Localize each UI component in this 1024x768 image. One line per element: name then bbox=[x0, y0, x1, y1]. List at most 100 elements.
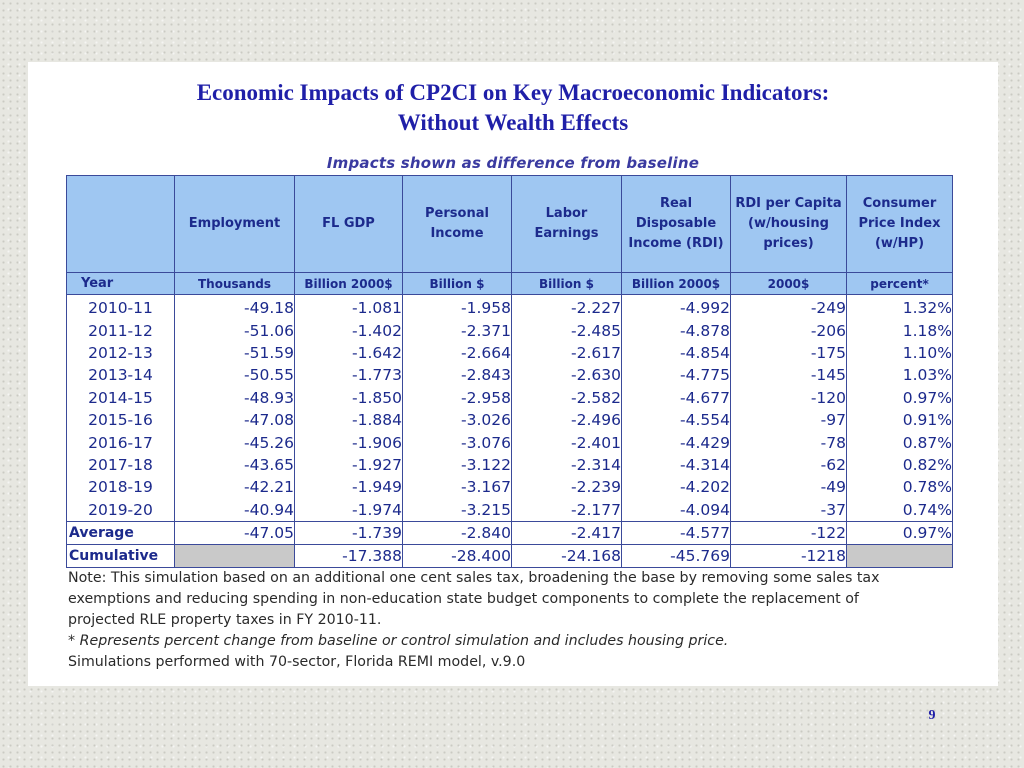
column-unit: Billion $ bbox=[402, 272, 512, 295]
value-cell: -2.582 bbox=[511, 386, 622, 409]
value-cell: -40.94 bbox=[174, 498, 295, 522]
value-cell: -4.202 bbox=[621, 476, 731, 499]
year-cell: 2018-19 bbox=[66, 476, 175, 499]
blank-cell bbox=[846, 543, 953, 568]
value-cell: -2.617 bbox=[511, 341, 622, 365]
value-cell: 0.87% bbox=[846, 431, 953, 454]
slide-panel: Economic Impacts of CP2CI on Key Macroec… bbox=[28, 62, 998, 686]
value-cell: -4.554 bbox=[621, 408, 731, 432]
value-cell: -24.168 bbox=[511, 543, 622, 568]
value-cell: 0.82% bbox=[846, 453, 953, 477]
blank-cell bbox=[174, 543, 295, 568]
value-cell: -3.076 bbox=[402, 431, 512, 454]
year-cell: 2016-17 bbox=[66, 431, 175, 454]
value-cell: -4.854 bbox=[621, 341, 731, 365]
table-row: 2010-11 -49.18 -1.081 -1.958 -2.227 -4.992 -24… bbox=[66, 294, 953, 320]
value-cell: -2.177 bbox=[511, 498, 622, 522]
slide-title: Economic Impacts of CP2CI on Key Macroec… bbox=[28, 78, 998, 138]
value-cell: -97 bbox=[730, 408, 847, 432]
value-cell: -1.850 bbox=[294, 386, 403, 409]
row-label: Cumulative bbox=[66, 543, 175, 568]
column-header: Personal Income bbox=[402, 175, 512, 273]
value-cell: -37 bbox=[730, 498, 847, 522]
column-header bbox=[66, 175, 175, 273]
value-cell: -2.417 bbox=[511, 520, 622, 545]
value-cell: 0.97% bbox=[846, 520, 953, 545]
year-cell: 2010-11 bbox=[66, 294, 175, 320]
value-cell: -42.21 bbox=[174, 476, 295, 499]
value-cell: 0.74% bbox=[846, 498, 953, 522]
column-unit: Billion 2000$ bbox=[294, 272, 403, 295]
note-line-3: projected RLE property taxes in FY 2010-… bbox=[68, 612, 382, 628]
value-cell: -1.773 bbox=[294, 364, 403, 387]
value-cell: -50.55 bbox=[174, 364, 295, 387]
table-row: 2016-17 -45.26 -1.906 -3.076 -2.401 -4.429 -78… bbox=[66, 431, 953, 454]
column-unit: percent* bbox=[846, 272, 953, 295]
notes-block: Note: This simulation based on an additi… bbox=[68, 568, 968, 673]
value-cell: -4.094 bbox=[621, 498, 731, 522]
impact-table: Employment FL GDP Personal Income Labor Ear… bbox=[66, 175, 953, 568]
value-cell: -1218 bbox=[730, 543, 847, 568]
row-label: Average bbox=[66, 520, 175, 545]
value-cell: -45.769 bbox=[621, 543, 731, 568]
header-row: Employment FL GDP Personal Income Labor Ear… bbox=[66, 175, 953, 273]
value-cell: -2.314 bbox=[511, 453, 622, 477]
value-cell: -17.388 bbox=[294, 543, 403, 568]
note-line-5: Simulations performed with 70-sector, Fl… bbox=[68, 654, 526, 670]
value-cell: -1.958 bbox=[402, 294, 512, 320]
column-unit: 2000$ bbox=[730, 272, 847, 295]
year-cell: 2019-20 bbox=[66, 498, 175, 522]
year-cell: 2014-15 bbox=[66, 386, 175, 409]
table-caption: Impacts shown as difference from baselin… bbox=[326, 154, 700, 172]
value-cell: -4.314 bbox=[621, 453, 731, 477]
value-cell: -62 bbox=[730, 453, 847, 477]
value-cell: -1.974 bbox=[294, 498, 403, 522]
value-cell: -2.485 bbox=[511, 319, 622, 342]
column-header: Consumer Price Index (w/HP) bbox=[846, 175, 953, 273]
value-cell: -45.26 bbox=[174, 431, 295, 454]
value-cell: -2.227 bbox=[511, 294, 622, 320]
column-header: Real Disposable Income (RDI) bbox=[621, 175, 731, 273]
value-cell: -249 bbox=[730, 294, 847, 320]
year-cell: 2011-12 bbox=[66, 319, 175, 342]
year-cell: 2015-16 bbox=[66, 408, 175, 432]
average-row: Average -47.05 -1.739 -2.840 -2.417 -4.577 -12… bbox=[66, 520, 953, 545]
value-cell: -4.878 bbox=[621, 319, 731, 342]
table-row: 2012-13 -51.59 -1.642 -2.664 -2.617 -4.854 -17… bbox=[66, 341, 953, 365]
table-row: 2015-16 -47.08 -1.884 -3.026 -2.496 -4.554 -97… bbox=[66, 408, 953, 432]
value-cell: 0.91% bbox=[846, 408, 953, 432]
note-line-1: Note: This simulation based on an additi… bbox=[68, 570, 880, 586]
value-cell: -2.401 bbox=[511, 431, 622, 454]
value-cell: -4.775 bbox=[621, 364, 731, 387]
table-row: 2018-19 -42.21 -1.949 -3.167 -2.239 -4.202 -49… bbox=[66, 476, 953, 499]
value-cell: -49 bbox=[730, 476, 847, 499]
column-header: Employment bbox=[174, 175, 295, 273]
year-cell: 2013-14 bbox=[66, 364, 175, 387]
value-cell: -175 bbox=[730, 341, 847, 365]
column-unit: Year bbox=[66, 272, 175, 295]
table-row: 2011-12 -51.06 -1.402 -2.371 -2.485 -4.878 -20… bbox=[66, 319, 953, 342]
value-cell: 1.03% bbox=[846, 364, 953, 387]
value-cell: -28.400 bbox=[402, 543, 512, 568]
value-cell: -49.18 bbox=[174, 294, 295, 320]
value-cell: -2.630 bbox=[511, 364, 622, 387]
value-cell: 1.32% bbox=[846, 294, 953, 320]
value-cell: -2.496 bbox=[511, 408, 622, 432]
title-line-2: Without Wealth Effects bbox=[397, 110, 629, 135]
table-row: 2013-14 -50.55 -1.773 -2.843 -2.630 -4.775 -14… bbox=[66, 364, 953, 387]
value-cell: -2.664 bbox=[402, 341, 512, 365]
value-cell: -4.429 bbox=[621, 431, 731, 454]
page-number: 9 bbox=[928, 708, 936, 723]
value-cell: -1.081 bbox=[294, 294, 403, 320]
table-row: 2014-15 -48.93 -1.850 -2.958 -2.582 -4.677 -12… bbox=[66, 386, 953, 409]
value-cell: -48.93 bbox=[174, 386, 295, 409]
value-cell: -43.65 bbox=[174, 453, 295, 477]
value-cell: -120 bbox=[730, 386, 847, 409]
value-cell: -1.927 bbox=[294, 453, 403, 477]
value-cell: -145 bbox=[730, 364, 847, 387]
column-header: RDI per Capita (w/housing prices) bbox=[730, 175, 847, 273]
units-row: Year Thousands Billion 2000$ Billion $ Billi… bbox=[66, 272, 953, 295]
cumulative-row: Cumulative -17.388 -28.400 -24.168 -45.769 -1… bbox=[66, 543, 953, 568]
value-cell: 0.97% bbox=[846, 386, 953, 409]
value-cell: -47.08 bbox=[174, 408, 295, 432]
